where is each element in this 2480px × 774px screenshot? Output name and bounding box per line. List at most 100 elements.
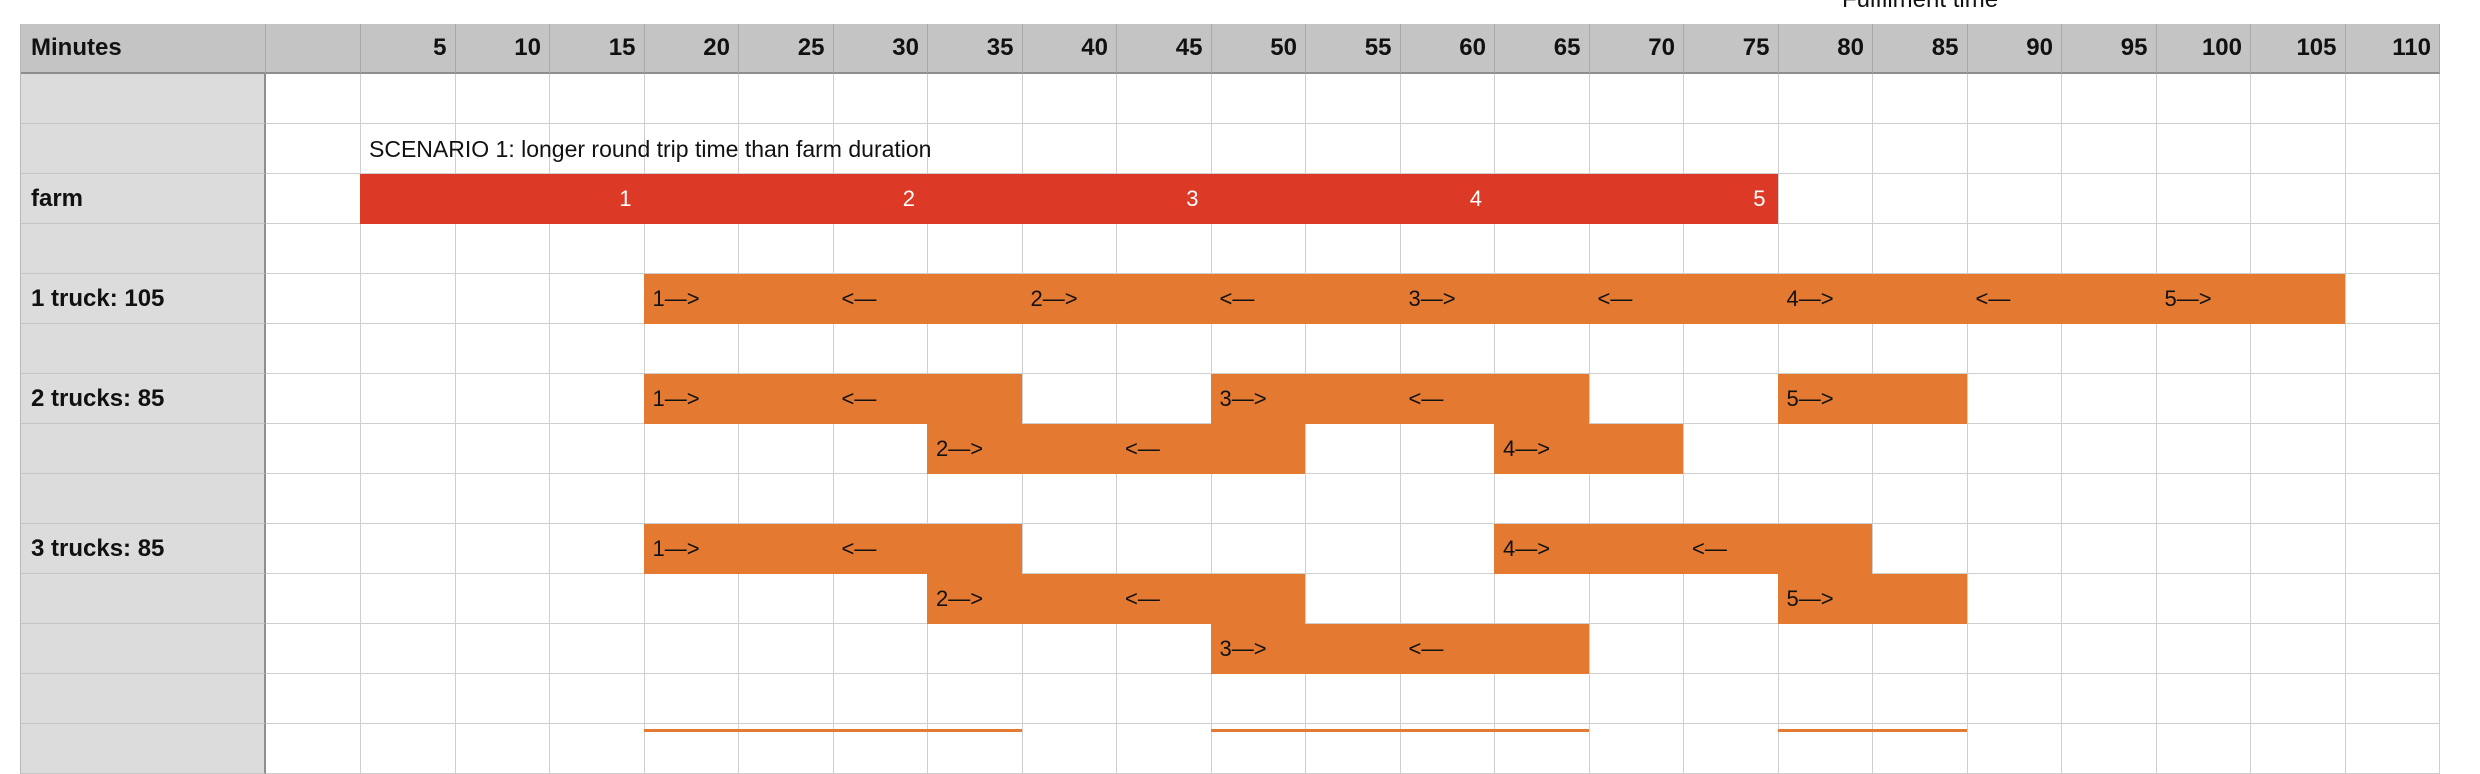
grid-cell[interactable] [1778, 324, 1873, 374]
grid-cell[interactable] [1400, 324, 1495, 374]
grid-cell[interactable] [1211, 74, 1306, 124]
grid-cell[interactable] [928, 74, 1023, 124]
grid-cell[interactable] [1967, 374, 2062, 424]
grid-cell[interactable] [1778, 474, 1873, 524]
grid-cell[interactable] [2251, 574, 2346, 624]
grid-cell[interactable] [1400, 124, 1495, 174]
grid-cell[interactable] [1684, 624, 1779, 674]
grid-cell[interactable] [644, 224, 739, 274]
grid-cell[interactable] [550, 624, 645, 674]
grid-cell[interactable] [1684, 474, 1779, 524]
grid-cell[interactable] [550, 374, 645, 424]
grid-cell[interactable] [361, 124, 456, 174]
grid-cell[interactable] [550, 74, 645, 124]
grid-cell[interactable] [1022, 624, 1117, 674]
truck-segment[interactable]: 3—> [1210, 374, 1400, 424]
header-minute[interactable]: 110 [2345, 24, 2440, 74]
grid-cell[interactable] [266, 424, 361, 474]
header-minute[interactable]: 80 [1778, 24, 1873, 74]
grid-cell[interactable] [361, 474, 456, 524]
header-row-label[interactable]: Minutes [21, 24, 266, 74]
grid-cell[interactable] [1022, 124, 1117, 174]
grid-cell[interactable] [833, 474, 928, 524]
grid-cell[interactable] [550, 274, 645, 324]
header-minute[interactable]: 60 [1400, 24, 1495, 74]
header-minute[interactable]: 75 [1684, 24, 1779, 74]
grid-cell[interactable] [833, 74, 928, 124]
truck-segment[interactable]: 1—> [643, 274, 833, 324]
farm-bar[interactable]: 5 [1494, 174, 1778, 224]
grid-cell[interactable] [266, 124, 361, 174]
grid-cell[interactable] [1589, 624, 1684, 674]
grid-cell[interactable] [266, 74, 361, 124]
grid-cell[interactable] [2251, 374, 2346, 424]
grid-cell[interactable] [1211, 674, 1306, 724]
grid-cell[interactable] [1967, 524, 2062, 574]
grid-cell[interactable] [739, 424, 834, 474]
grid-cell[interactable] [1967, 474, 2062, 524]
grid-cell[interactable] [2251, 424, 2346, 474]
grid-cell[interactable] [1400, 474, 1495, 524]
grid-cell[interactable] [1967, 174, 2062, 224]
grid-cell[interactable] [2156, 474, 2251, 524]
grid-cell[interactable] [266, 524, 361, 574]
grid-cell[interactable] [739, 74, 834, 124]
grid-cell[interactable] [2251, 124, 2346, 174]
row-label[interactable]: 2 trucks: 85 [21, 374, 266, 424]
grid-cell[interactable] [1873, 674, 1968, 724]
truck-segment[interactable]: 5—> [2155, 274, 2345, 324]
grid-cell[interactable] [2345, 124, 2440, 174]
grid-cell[interactable] [1873, 224, 1968, 274]
grid-cell[interactable] [1778, 224, 1873, 274]
grid-cell[interactable] [266, 374, 361, 424]
grid-cell[interactable] [833, 124, 928, 174]
grid-cell[interactable] [2156, 124, 2251, 174]
grid-cell[interactable] [1400, 674, 1495, 724]
grid-cell[interactable] [455, 674, 550, 724]
grid-cell[interactable] [361, 374, 456, 424]
grid-cell[interactable] [1306, 674, 1401, 724]
header-minute[interactable]: 10 [455, 24, 550, 74]
grid-cell[interactable] [1117, 74, 1212, 124]
truck-segment[interactable]: 5—> [1777, 374, 1967, 424]
grid-cell[interactable] [2156, 424, 2251, 474]
grid-cell[interactable] [550, 224, 645, 274]
grid-cell[interactable] [928, 224, 1023, 274]
grid-cell[interactable] [1589, 124, 1684, 174]
row-label-empty[interactable] [21, 624, 266, 674]
grid-cell[interactable] [2062, 324, 2157, 374]
grid-cell[interactable] [361, 224, 456, 274]
grid-cell[interactable] [1967, 424, 2062, 474]
grid-cell[interactable] [644, 624, 739, 674]
scenario-text[interactable]: SCENARIO 1: longer round trip time than … [369, 136, 932, 162]
grid-cell[interactable] [1211, 224, 1306, 274]
truck-segment[interactable]: 1—> [643, 524, 833, 574]
grid-cell[interactable] [455, 374, 550, 424]
grid-cell[interactable] [1778, 674, 1873, 724]
grid-cell[interactable] [1589, 574, 1684, 624]
grid-cell[interactable] [266, 674, 361, 724]
grid-cell[interactable] [1117, 674, 1212, 724]
grid-cell[interactable] [1211, 474, 1306, 524]
grid-cell[interactable] [644, 124, 739, 174]
header-minute[interactable]: 35 [928, 24, 1023, 74]
header-blank[interactable] [266, 24, 361, 74]
grid-cell[interactable] [550, 324, 645, 374]
grid-cell[interactable] [1495, 224, 1590, 274]
grid-cell[interactable] [1967, 74, 2062, 124]
grid-cell[interactable] [550, 124, 645, 174]
grid-cell[interactable] [1967, 574, 2062, 624]
truck-segment[interactable]: 2—> [927, 574, 1116, 624]
grid-cell[interactable] [1967, 224, 2062, 274]
grid-cell[interactable] [361, 574, 456, 624]
grid-cell[interactable] [1117, 224, 1212, 274]
row-label-empty[interactable] [21, 324, 266, 374]
grid-cell[interactable] [1873, 424, 1968, 474]
grid-cell[interactable] [833, 324, 928, 374]
grid-cell[interactable] [1873, 524, 1968, 574]
grid-cell[interactable] [455, 74, 550, 124]
grid-cell[interactable] [1873, 124, 1968, 174]
grid-cell[interactable] [2345, 574, 2440, 624]
header-minute[interactable]: 5 [361, 24, 456, 74]
grid-cell[interactable] [1589, 324, 1684, 374]
